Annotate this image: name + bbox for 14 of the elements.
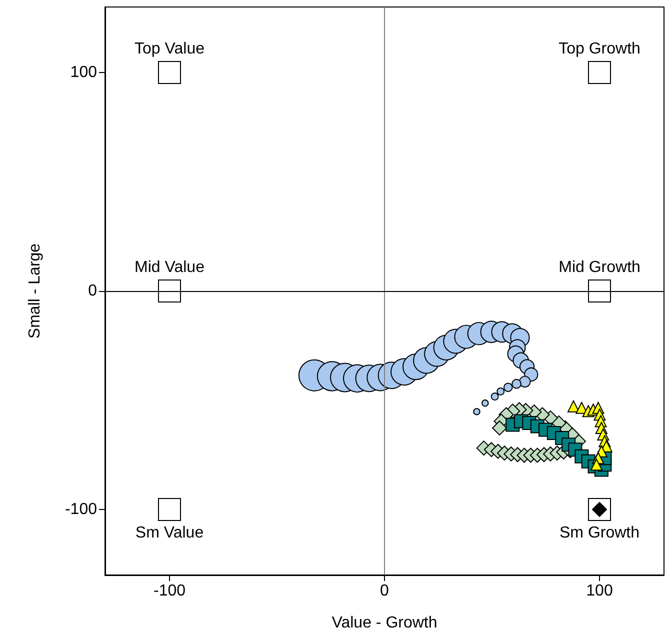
data-label: Mid Value	[134, 259, 205, 276]
y-tick-label: 0	[88, 282, 98, 300]
data-label: Sm Growth	[559, 524, 640, 542]
data-label: Sm Value	[135, 524, 204, 542]
x-tick-label: -100	[153, 582, 186, 600]
x-axis-title: Value - Growth	[332, 614, 438, 632]
data-label: Mid Growth	[558, 259, 640, 276]
x-tick-label: 100	[586, 582, 613, 600]
data-label: Top Value	[134, 40, 205, 58]
data-label: Top Growth	[558, 40, 640, 58]
y-tick-label: -100	[64, 500, 98, 518]
y-axis-title: Small - Large	[26, 243, 44, 339]
y-tick-label: 100	[70, 64, 98, 82]
x-tick-label: 0	[380, 582, 390, 600]
